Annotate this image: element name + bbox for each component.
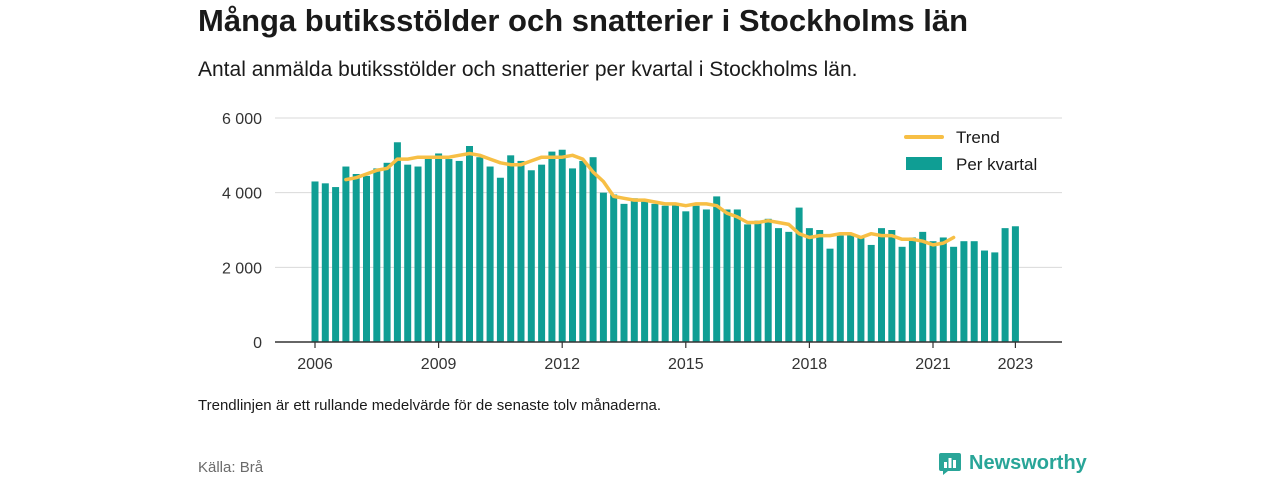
x-tick-label: 2023: [998, 356, 1034, 373]
bars: [311, 142, 1019, 342]
bar: [393, 142, 401, 342]
source-text: Källa: Brå: [198, 459, 264, 476]
bar: [527, 170, 535, 342]
bar: [898, 246, 906, 342]
y-tick-label: 2 000: [222, 260, 262, 277]
bar: [383, 162, 391, 342]
legend-bars-swatch: [906, 157, 942, 170]
legend-bars-label: Per kvartal: [956, 155, 1037, 174]
newsworthy-logo: Newsworthy: [938, 451, 1087, 475]
bar: [682, 211, 690, 342]
bar: [878, 228, 885, 342]
bar: [908, 237, 916, 342]
bar: [661, 205, 669, 342]
bar: [888, 230, 896, 342]
bar: [332, 187, 340, 342]
bar: [579, 160, 587, 342]
bar: [1001, 228, 1009, 342]
bar: [723, 209, 731, 342]
bar: [672, 203, 679, 342]
bar: [641, 200, 649, 342]
bar: [620, 203, 628, 342]
bar: [496, 177, 504, 342]
bar: [321, 183, 329, 342]
bar: [713, 196, 721, 342]
footnote: Trendlinjen är ett rullande medelvärde f…: [198, 397, 662, 414]
bar: [311, 181, 319, 342]
bar: [981, 250, 988, 342]
bar: [548, 151, 556, 342]
trend-line: [344, 151, 956, 247]
trend-line-layer: [344, 151, 956, 247]
bar: [744, 224, 752, 342]
bar: [733, 209, 741, 342]
bar: [970, 241, 978, 342]
bar: [486, 166, 494, 342]
chart-subtitle: Antal anmälda butiksstölder och snatteri…: [198, 58, 858, 81]
bar: [919, 231, 927, 342]
bar: [445, 159, 453, 342]
bar: [476, 157, 484, 342]
bar: [651, 203, 659, 342]
bar: [424, 157, 432, 342]
legend: Trend Per kvartal: [904, 128, 1037, 174]
bar: [939, 237, 947, 342]
bar-chart: 0 2 000 4 000 6 000 2006 2009 2012 2015 2018 2021…: [222, 111, 1062, 373]
bar: [455, 160, 463, 342]
bar: [991, 252, 999, 342]
bar: [847, 233, 855, 342]
axes: 0 2 000 4 000 6 000 2006 2009 2012 2015 2018 2021…: [222, 111, 1062, 373]
bar: [795, 207, 803, 342]
bar: [960, 241, 968, 342]
bar: [363, 175, 370, 342]
bar: [466, 146, 473, 342]
bar: [435, 153, 443, 342]
bar: [630, 198, 638, 342]
x-tick-label: 2006: [297, 356, 333, 373]
bar: [507, 155, 515, 342]
brand-name: Newsworthy: [969, 451, 1087, 474]
bar: [1011, 226, 1019, 342]
bar: [805, 228, 813, 342]
bar: [785, 231, 793, 342]
bar: [764, 218, 772, 342]
bar: [836, 235, 844, 342]
bar: [342, 166, 350, 342]
legend-trend-label: Trend: [956, 128, 1000, 147]
bar: [826, 248, 834, 342]
x-tick-label: 2018: [792, 356, 828, 373]
bar: [404, 164, 412, 342]
bar: [558, 149, 566, 342]
y-tick-label: 4 000: [222, 186, 262, 203]
bar: [867, 244, 875, 342]
bar: [599, 192, 607, 342]
bar: [373, 168, 381, 342]
bar: [610, 194, 618, 342]
bar: [517, 160, 525, 342]
bar: [950, 246, 958, 342]
bar: [775, 228, 782, 342]
x-tick-label: 2012: [544, 356, 580, 373]
y-tick-label: 6 000: [222, 111, 262, 128]
x-tick-label: 2009: [421, 356, 457, 373]
bar: [816, 230, 824, 342]
y-tick-label: 0: [253, 335, 262, 352]
bar: [692, 205, 700, 342]
x-tick-label: 2015: [668, 356, 704, 373]
bar: [702, 209, 710, 342]
bar-chart-speech-bubble-icon: [939, 453, 961, 475]
bar: [569, 168, 576, 342]
bar: [929, 241, 937, 342]
bar: [352, 174, 360, 342]
bar: [414, 166, 422, 342]
bar: [589, 157, 597, 342]
bar: [754, 220, 762, 342]
bar: [857, 237, 865, 342]
x-tick-label: 2021: [915, 356, 951, 373]
chart-title: Många butiksstölder och snatterier i Sto…: [198, 3, 969, 38]
bar: [538, 164, 546, 342]
